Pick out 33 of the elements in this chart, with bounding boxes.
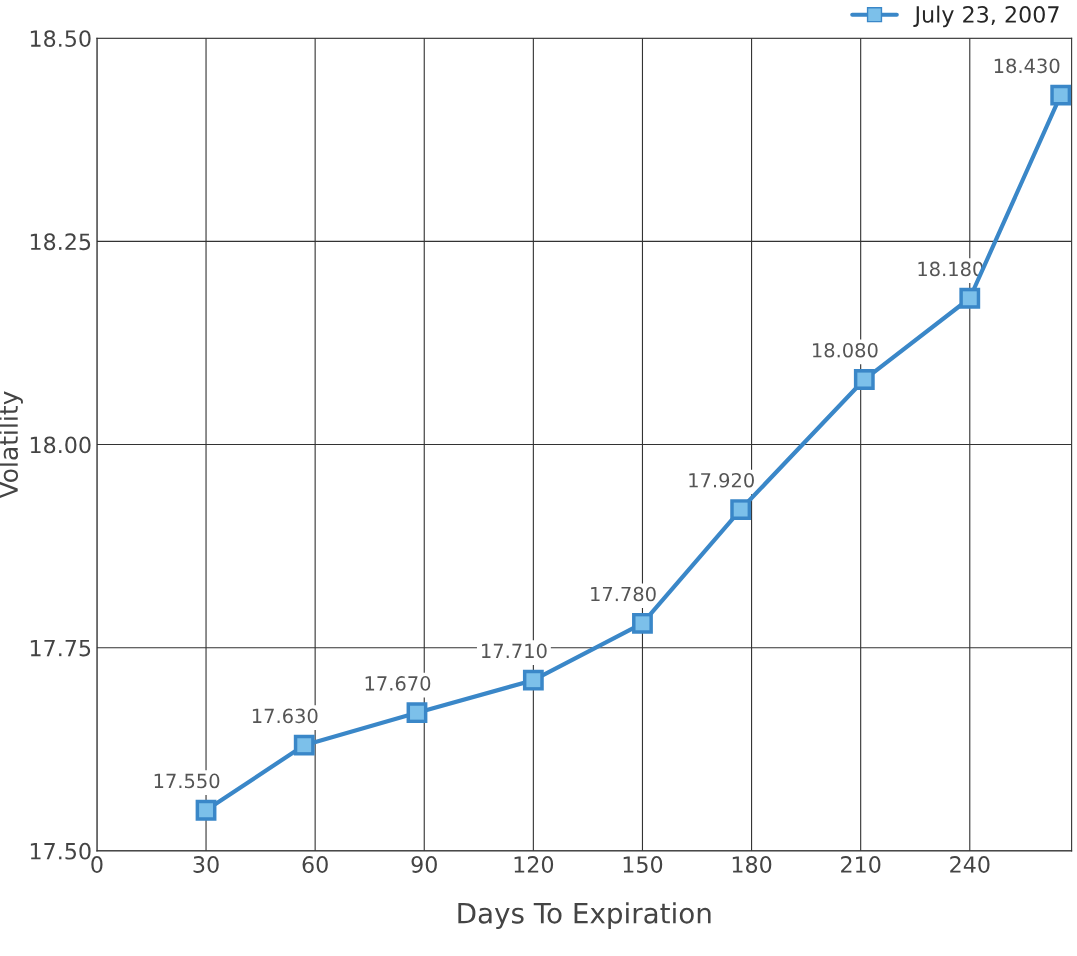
point (730, 499, 752, 520)
data-label: 17.550 (154, 773, 220, 789)
x-axis-title: Days To Expiration (458, 902, 711, 930)
point (406, 702, 428, 724)
data-label: 18.430 (994, 58, 1060, 74)
point (522, 669, 544, 691)
y-tick-label: 18.25 (30, 233, 91, 251)
point (959, 287, 981, 309)
y-tick-label: 17.50 (30, 842, 91, 860)
x-tick-label: 90 (411, 856, 437, 873)
x-tick-label: 120 (514, 856, 554, 873)
point (853, 369, 875, 390)
y-tick-label: 17.75 (30, 639, 91, 657)
data-label: 17.920 (689, 472, 754, 488)
x-tick-label: 60 (302, 856, 328, 873)
point (195, 799, 217, 821)
point (293, 734, 315, 756)
legend-label: July 23, 2007 (913, 5, 1059, 28)
x-tick-label: 210 (841, 856, 881, 873)
x-tick-label: 150 (623, 856, 663, 873)
point (1050, 84, 1072, 106)
y-tick-label: 18.00 (30, 436, 91, 454)
x-tick-label: 0 (91, 856, 103, 873)
x-tick-label: 240 (950, 856, 990, 873)
x-tick-label: 30 (193, 856, 219, 873)
data-label: 18.080 (812, 342, 878, 358)
data-label: 17.710 (482, 643, 547, 659)
data-label: 17.670 (365, 676, 431, 691)
point (632, 612, 653, 634)
data-label: 17.780 (591, 586, 656, 602)
y-tick-label: 18.50 (30, 30, 91, 47)
data-label: 17.630 (252, 708, 318, 724)
x-tick-label: 180 (732, 856, 772, 873)
